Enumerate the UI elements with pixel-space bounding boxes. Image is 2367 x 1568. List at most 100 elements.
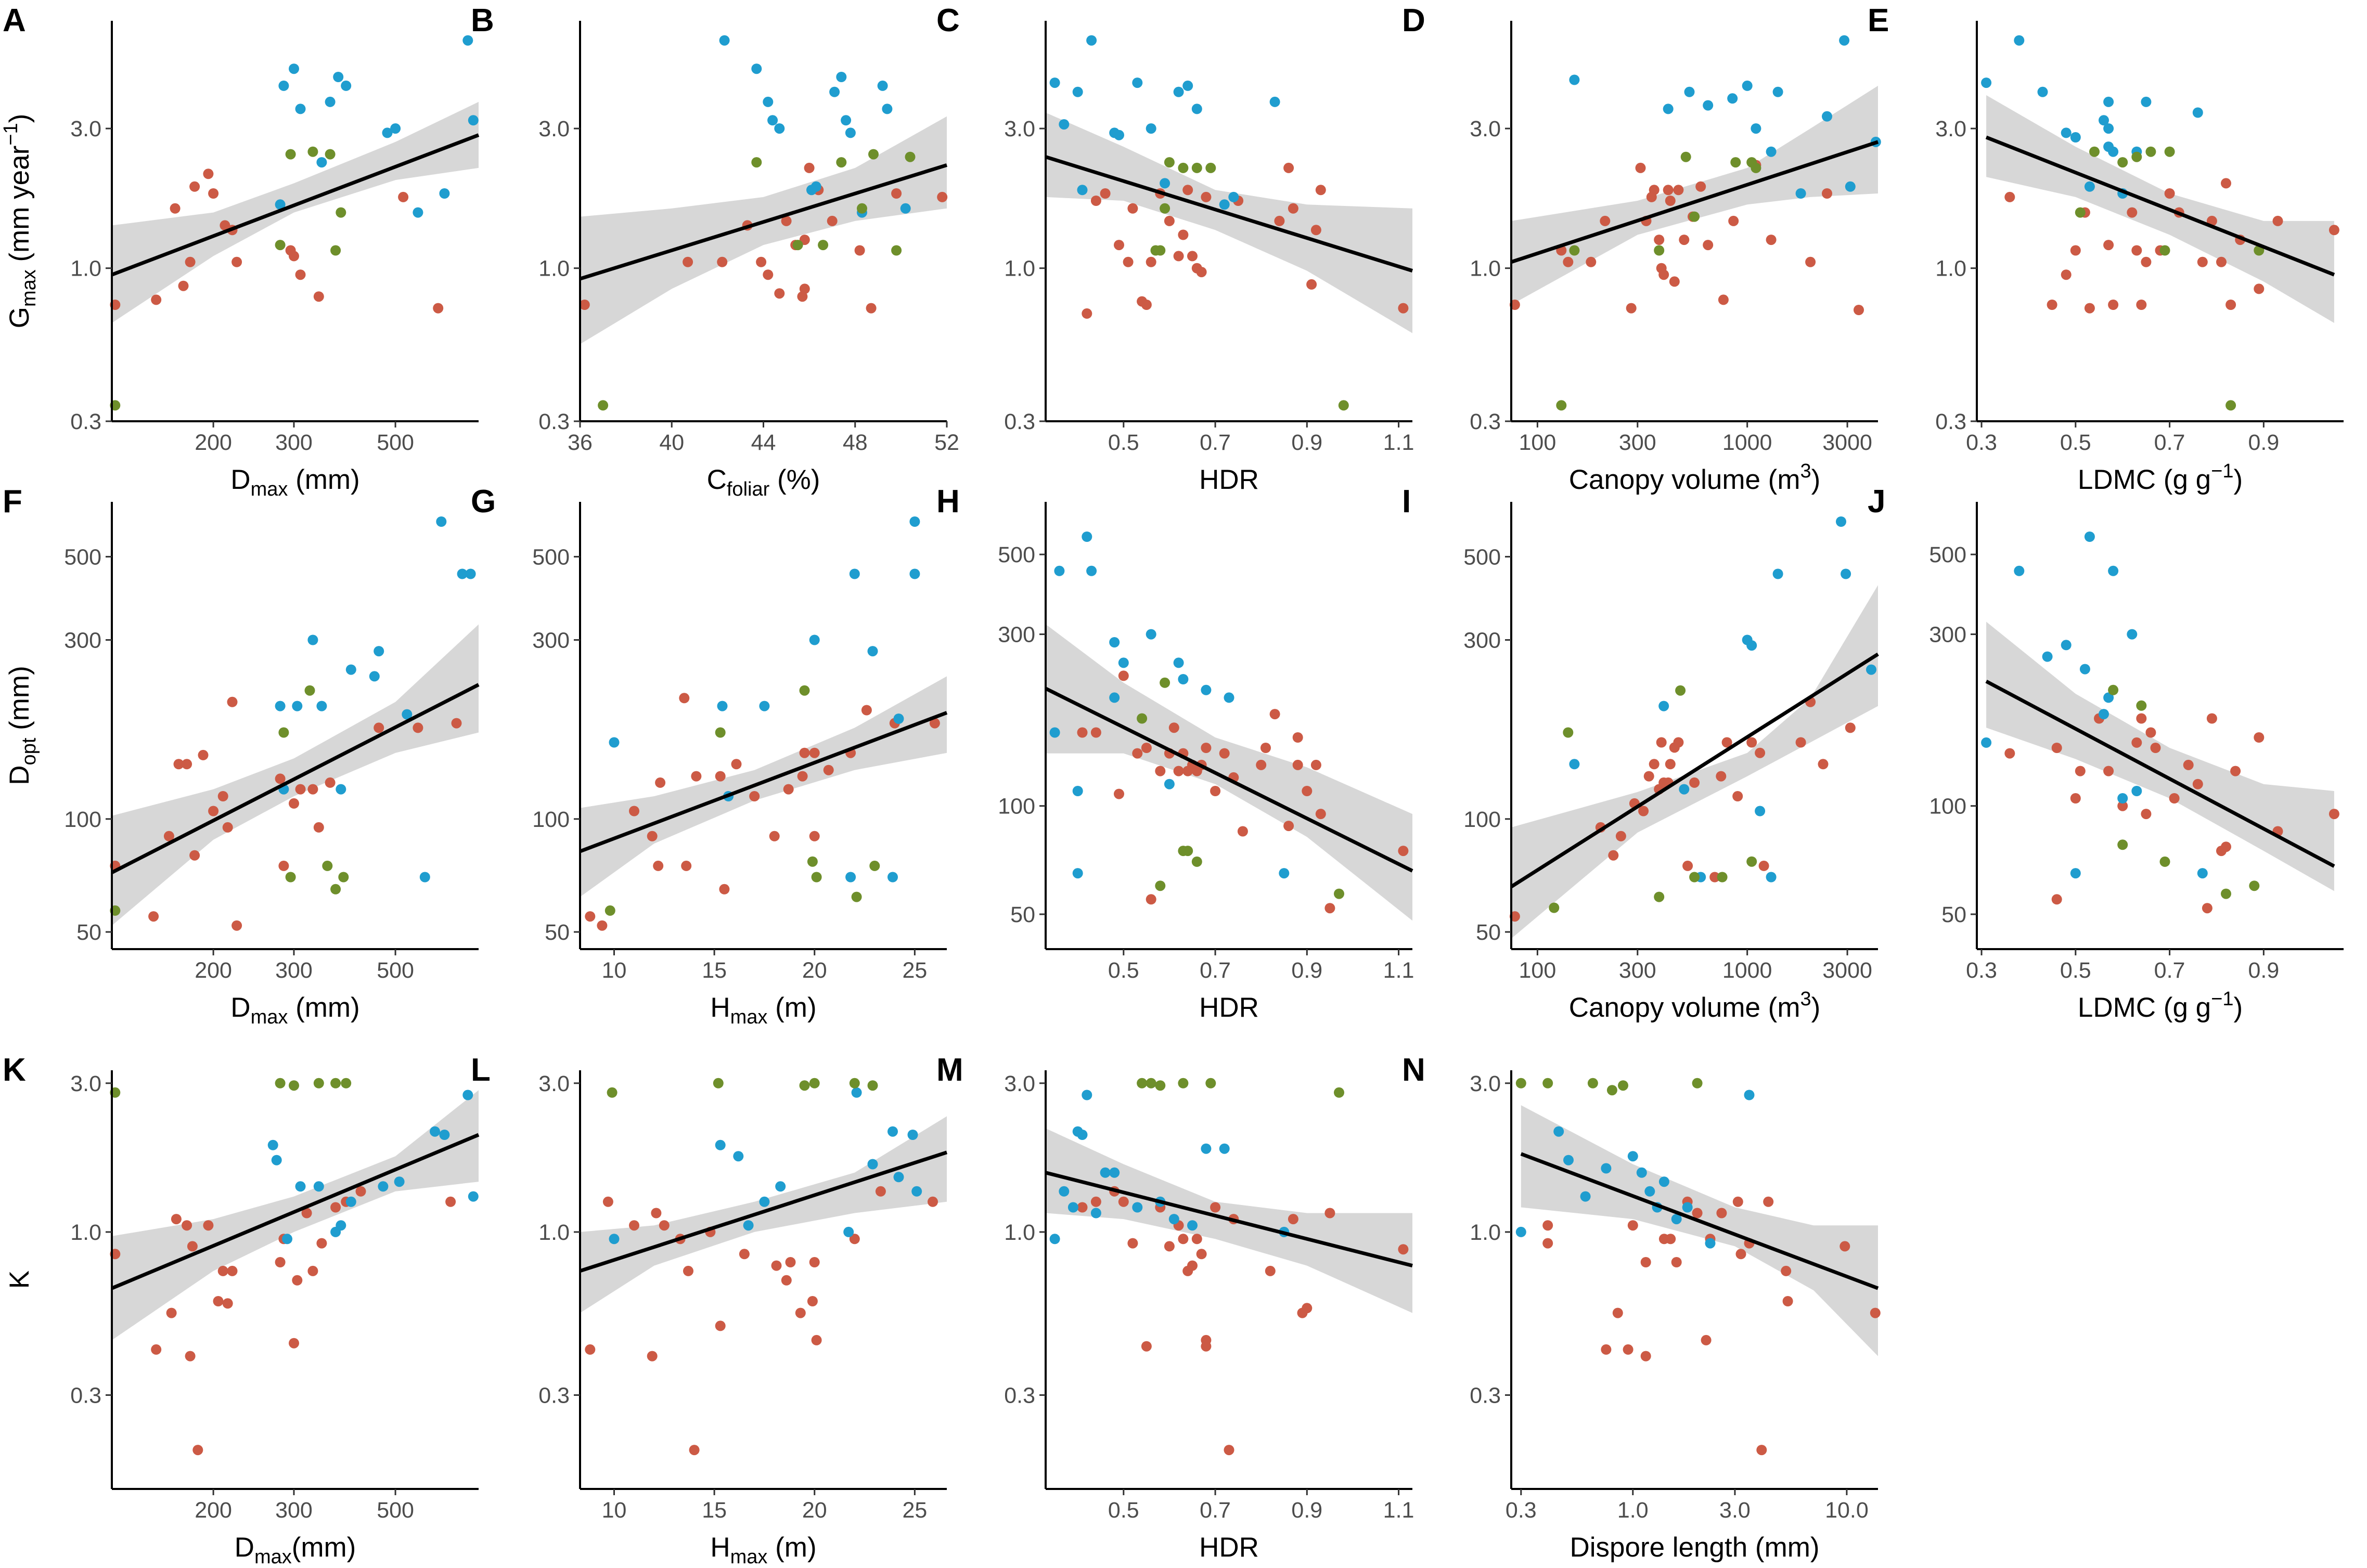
data-point-green bbox=[799, 1080, 810, 1091]
regression-line bbox=[579, 1150, 948, 1273]
regression-line bbox=[111, 683, 480, 874]
data-point-green bbox=[868, 149, 879, 160]
data-point-red bbox=[861, 705, 872, 716]
data-point-red bbox=[2131, 737, 2142, 748]
data-point-red bbox=[1090, 196, 1101, 206]
data-point-blue bbox=[468, 1191, 479, 1202]
data-point-green bbox=[1569, 245, 1580, 256]
y-tick-label: 500 bbox=[1463, 545, 1501, 569]
data-point-blue bbox=[374, 646, 384, 657]
y-tick-label: 3.0 bbox=[1004, 116, 1035, 141]
y-tick-label: 50 bbox=[76, 920, 101, 945]
data-point-blue bbox=[278, 80, 289, 91]
data-point-red bbox=[170, 203, 181, 214]
x-axis-title: Dispore length (mm) bbox=[1570, 1532, 1819, 1563]
data-point-blue bbox=[1839, 35, 1850, 46]
x-axis-title: Canopy volume (m3) bbox=[1569, 460, 1821, 495]
x-axis-title: LDMC (g g−1) bbox=[2078, 988, 2243, 1023]
data-point-red bbox=[1292, 759, 1303, 770]
data-point-red bbox=[325, 777, 336, 788]
y-tick-label: 3.0 bbox=[1935, 116, 1966, 141]
data-point-red bbox=[398, 191, 409, 202]
data-point-red bbox=[1182, 185, 1193, 196]
data-point-green bbox=[1654, 245, 1665, 256]
data-point-green bbox=[2108, 684, 2119, 695]
data-point-red bbox=[231, 256, 242, 267]
x-tick-label: 0.7 bbox=[1200, 1498, 1231, 1523]
y-tick-label: 100 bbox=[998, 794, 1035, 819]
data-point-red bbox=[313, 822, 324, 833]
data-point-green bbox=[715, 727, 726, 738]
data-point-green bbox=[1689, 211, 1700, 222]
x-tick-label: 1.0 bbox=[1617, 1498, 1649, 1523]
data-point-blue bbox=[1658, 701, 1669, 711]
data-point-red bbox=[1324, 1208, 1335, 1219]
panel-f: 50 100 300 500 200 300 500 Dmax (mm) Dopt (mm) F bbox=[3, 484, 480, 1028]
data-point-red bbox=[1692, 1208, 1703, 1219]
data-point-red bbox=[2150, 743, 2161, 753]
data-point-blue bbox=[1100, 1167, 1111, 1178]
data-point-red bbox=[785, 1257, 796, 1267]
data-point-blue bbox=[1658, 1176, 1669, 1187]
data-point-red bbox=[1237, 826, 1248, 837]
data-point-red bbox=[301, 1208, 312, 1219]
data-point-blue bbox=[2141, 96, 2152, 107]
data-point-red bbox=[289, 251, 299, 262]
data-point-blue bbox=[2103, 96, 2114, 107]
data-point-blue bbox=[345, 664, 356, 675]
data-point-red bbox=[203, 169, 214, 179]
data-point-red bbox=[1077, 727, 1088, 738]
data-point-red bbox=[1398, 846, 1409, 857]
data-point-red bbox=[1302, 1303, 1313, 1314]
data-point-green bbox=[1542, 1078, 1553, 1088]
y-tick-label: 3.0 bbox=[1004, 1071, 1035, 1096]
confidence-band bbox=[1986, 621, 2334, 891]
data-point-green bbox=[1675, 685, 1686, 696]
data-point-red bbox=[929, 718, 940, 729]
data-point-red bbox=[2070, 245, 2081, 256]
data-point-blue bbox=[1981, 737, 1992, 748]
data-point-blue bbox=[1086, 565, 1097, 576]
x-tick-label: 0.3 bbox=[1506, 1498, 1537, 1523]
data-point-green bbox=[604, 905, 615, 916]
data-point-red bbox=[2216, 256, 2227, 267]
data-point-green bbox=[1556, 400, 1567, 411]
data-point-blue bbox=[849, 568, 860, 579]
data-point-red bbox=[295, 784, 306, 795]
data-point-green bbox=[1205, 1078, 1216, 1088]
regression-line bbox=[1985, 135, 2335, 277]
data-point-red bbox=[222, 822, 233, 833]
data-point-red bbox=[689, 1445, 700, 1456]
data-point-blue bbox=[1049, 1234, 1060, 1245]
data-point-red bbox=[1123, 256, 1134, 267]
data-point-red bbox=[1626, 303, 1637, 314]
y-tick-label: 500 bbox=[998, 542, 1035, 567]
data-point-blue bbox=[867, 646, 878, 657]
data-point-red bbox=[1082, 308, 1092, 319]
data-point-green bbox=[1680, 151, 1691, 162]
data-point-red bbox=[182, 759, 192, 770]
y-tick-label: 100 bbox=[532, 807, 570, 832]
x-tick-label: 500 bbox=[377, 1498, 414, 1523]
data-point-green bbox=[1178, 162, 1189, 173]
data-point-red bbox=[1612, 1307, 1623, 1318]
data-point-blue bbox=[774, 123, 785, 134]
x-tick-label: 40 bbox=[659, 430, 684, 455]
data-point-red bbox=[316, 1238, 327, 1249]
panel-h: 50 100 300 500 0.5 0.7 0.9 1.1 HDR H bbox=[936, 484, 1414, 1023]
data-point-blue bbox=[345, 1196, 356, 1207]
data-point-red bbox=[1100, 188, 1111, 199]
data-point-blue bbox=[609, 1234, 620, 1245]
data-point-red bbox=[1127, 1238, 1138, 1249]
data-point-blue bbox=[2084, 532, 2095, 542]
x-tick-label: 1.1 bbox=[1383, 430, 1414, 455]
data-point-red bbox=[1689, 777, 1700, 788]
y-tick-label: 100 bbox=[1929, 794, 1966, 819]
data-point-blue bbox=[909, 568, 920, 579]
data-point-red bbox=[739, 1249, 750, 1260]
data-point-green bbox=[811, 872, 822, 883]
data-point-blue bbox=[887, 1126, 898, 1137]
data-point-blue bbox=[1132, 77, 1143, 88]
data-point-red bbox=[781, 215, 792, 226]
